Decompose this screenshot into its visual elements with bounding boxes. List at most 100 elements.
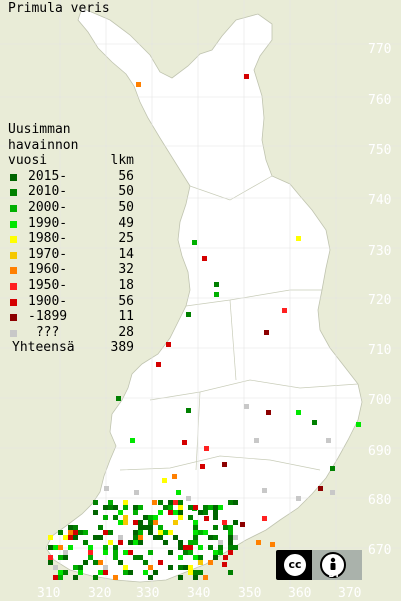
occurrence-square: [133, 555, 138, 560]
occurrence-square: [98, 570, 103, 575]
legend-total-count: 389: [110, 340, 134, 356]
occurrence-square: [143, 515, 148, 520]
occurrence-square: [148, 515, 153, 520]
occurrence-square: [138, 520, 143, 525]
northing-label: 710: [368, 343, 391, 358]
occurrence-square: [158, 525, 163, 530]
occurrence-square: [296, 496, 301, 501]
occurrence-square: [264, 330, 269, 335]
occurrence-square: [113, 505, 118, 510]
person-icon: [320, 552, 346, 578]
occurrence-square: [58, 530, 63, 535]
species-title: Primula veris: [8, 1, 110, 16]
occurrence-square: [158, 535, 163, 540]
legend-item-label: 1950-: [28, 277, 68, 293]
occurrence-square: [182, 440, 187, 445]
northing-label: 740: [368, 193, 391, 208]
legend-swatch: [10, 282, 17, 290]
occurrence-square: [168, 510, 173, 515]
occurrence-square: [103, 550, 108, 555]
occurrence-square: [200, 464, 205, 469]
legend-column-headers: vuosi lkm: [8, 153, 148, 169]
occurrence-square: [213, 555, 218, 560]
occurrence-square: [148, 530, 153, 535]
northing-label: 750: [368, 143, 391, 158]
occurrence-square: [138, 525, 143, 530]
occurrence-square: [103, 565, 108, 570]
legend-item-count: 56: [118, 293, 134, 309]
northing-label: 760: [368, 93, 391, 108]
easting-label: 350: [238, 586, 261, 601]
occurrence-square: [173, 520, 178, 525]
occurrence-square: [93, 500, 98, 505]
northing-label: 680: [368, 493, 391, 508]
legend-item-label: -1899: [28, 309, 68, 325]
occurrence-square: [202, 256, 207, 261]
occurrence-square: [88, 545, 93, 550]
occurrence-square: [148, 565, 153, 570]
occurrence-square: [133, 530, 138, 535]
occurrence-square: [133, 540, 138, 545]
occurrence-square: [188, 515, 193, 520]
occurrence-square: [262, 516, 267, 521]
occurrence-square: [213, 505, 218, 510]
occurrence-square: [98, 560, 103, 565]
occurrence-square: [153, 515, 158, 520]
occurrence-square: [198, 560, 203, 565]
by-label: BY: [328, 570, 340, 579]
occurrence-square: [218, 540, 223, 545]
occurrence-square: [312, 420, 317, 425]
occurrence-square: [188, 550, 193, 555]
legend-item-count: 56: [118, 168, 134, 184]
occurrence-square: [198, 570, 203, 575]
occurrence-square: [58, 570, 63, 575]
occurrence-square: [168, 550, 173, 555]
occurrence-square: [266, 410, 271, 415]
occurrence-square: [193, 570, 198, 575]
northing-label: 690: [368, 444, 391, 459]
occurrence-square: [178, 555, 183, 560]
occurrence-square: [228, 540, 233, 545]
occurrence-square: [134, 490, 139, 495]
cc-license-badge[interactable]: cc BY: [276, 550, 362, 580]
finland-landmass: [45, 7, 363, 583]
occurrence-square: [198, 545, 203, 550]
occurrence-square: [138, 530, 143, 535]
occurrence-square: [73, 535, 78, 540]
occurrence-square: [213, 515, 218, 520]
occurrence-square: [233, 535, 238, 540]
legend-item: 1980- 25: [8, 231, 148, 247]
legend-swatch: [10, 267, 17, 275]
occurrence-square: [193, 525, 198, 530]
occurrence-square: [193, 555, 198, 560]
occurrence-square: [148, 575, 153, 580]
occurrence-square: [330, 490, 335, 495]
legend-heading-2: havainnon: [8, 137, 79, 153]
legend-item: 2000- 50: [8, 200, 148, 216]
occurrence-square: [158, 500, 163, 505]
occurrence-square: [133, 520, 138, 525]
occurrence-square: [296, 410, 301, 415]
occurrence-square: [153, 520, 158, 525]
easting-label: 310: [37, 586, 60, 601]
occurrence-square: [172, 474, 177, 479]
occurrence-square: [58, 575, 63, 580]
occurrence-square: [178, 505, 183, 510]
legend-item: 2015- 56: [8, 169, 148, 185]
occurrence-square: [318, 486, 323, 491]
occurrence-square: [148, 520, 153, 525]
legend-item-label: 1900-: [28, 293, 68, 309]
occurrence-square: [168, 505, 173, 510]
legend-item-label: 1990-: [28, 215, 68, 231]
occurrence-square: [168, 500, 173, 505]
occurrence-square: [183, 550, 188, 555]
occurrence-square: [128, 570, 133, 575]
occurrence-square: [188, 545, 193, 550]
legend-item: -1899 11: [8, 309, 148, 325]
legend-item-count: 14: [118, 246, 134, 262]
province-borders: [119, 175, 359, 471]
occurrence-square: [198, 510, 203, 515]
occurrence-square: [262, 488, 267, 493]
occurrence-square: [83, 540, 88, 545]
occurrence-square: [228, 570, 233, 575]
